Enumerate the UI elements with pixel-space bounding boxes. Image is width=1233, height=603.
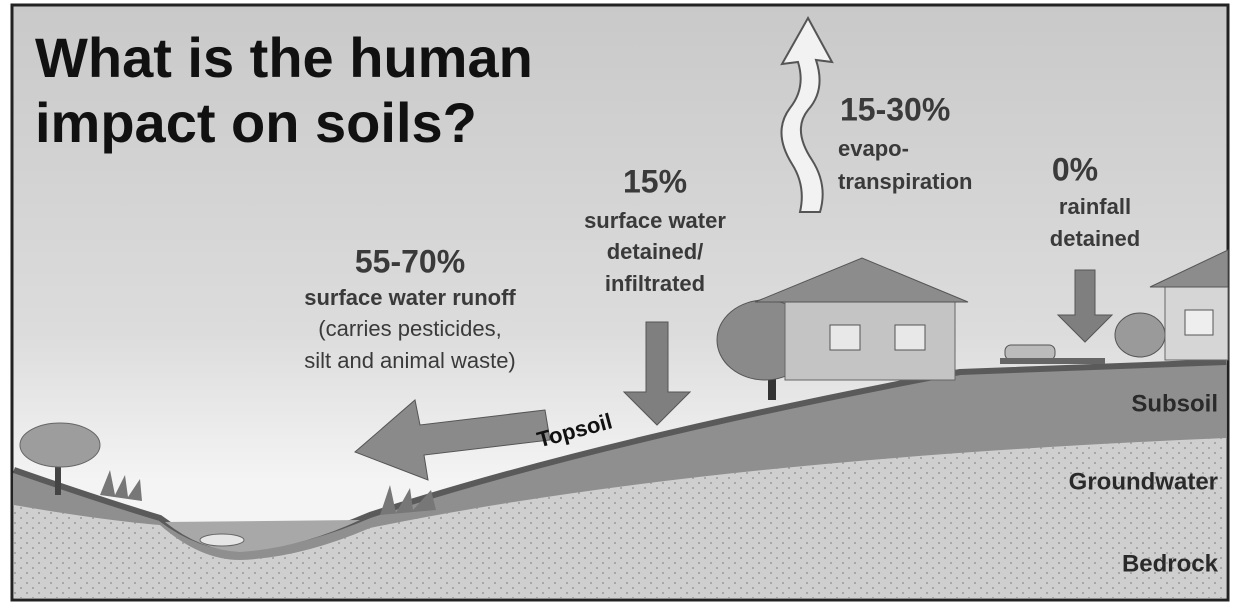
flow-label: rainfall xyxy=(1059,194,1131,219)
percent: 15% xyxy=(623,163,687,199)
percent: 15-30% xyxy=(840,91,950,127)
flow-label: detained xyxy=(1050,226,1140,251)
layer-label: Subsoil xyxy=(1131,390,1218,417)
car xyxy=(1005,345,1055,360)
layer-label: Bedrock xyxy=(1122,550,1219,577)
percent: 55-70% xyxy=(355,243,465,279)
title: impact on soils? xyxy=(35,91,477,154)
house xyxy=(785,300,955,380)
flow-note: silt and animal waste) xyxy=(304,348,516,373)
flow-label: transpiration xyxy=(838,169,972,194)
flow-label: evapo- xyxy=(838,136,909,161)
tree-crown xyxy=(20,423,100,467)
flow-label: infiltrated xyxy=(605,271,705,296)
tree-crown xyxy=(1115,313,1165,357)
fish xyxy=(200,534,244,546)
flow-note: (carries pesticides, xyxy=(318,316,501,341)
diagram: What is the human impact on soils? 55-70… xyxy=(0,0,1233,603)
flow-label: surface water runoff xyxy=(304,285,516,310)
title: What is the human xyxy=(35,26,533,89)
flow-label: surface water xyxy=(584,208,726,233)
flow-label: detained/ xyxy=(607,239,704,264)
window xyxy=(1185,310,1213,335)
percent: 0% xyxy=(1052,151,1098,187)
window xyxy=(830,325,860,350)
window xyxy=(895,325,925,350)
layer-label: Groundwater xyxy=(1069,468,1218,495)
driveway xyxy=(1000,358,1105,364)
